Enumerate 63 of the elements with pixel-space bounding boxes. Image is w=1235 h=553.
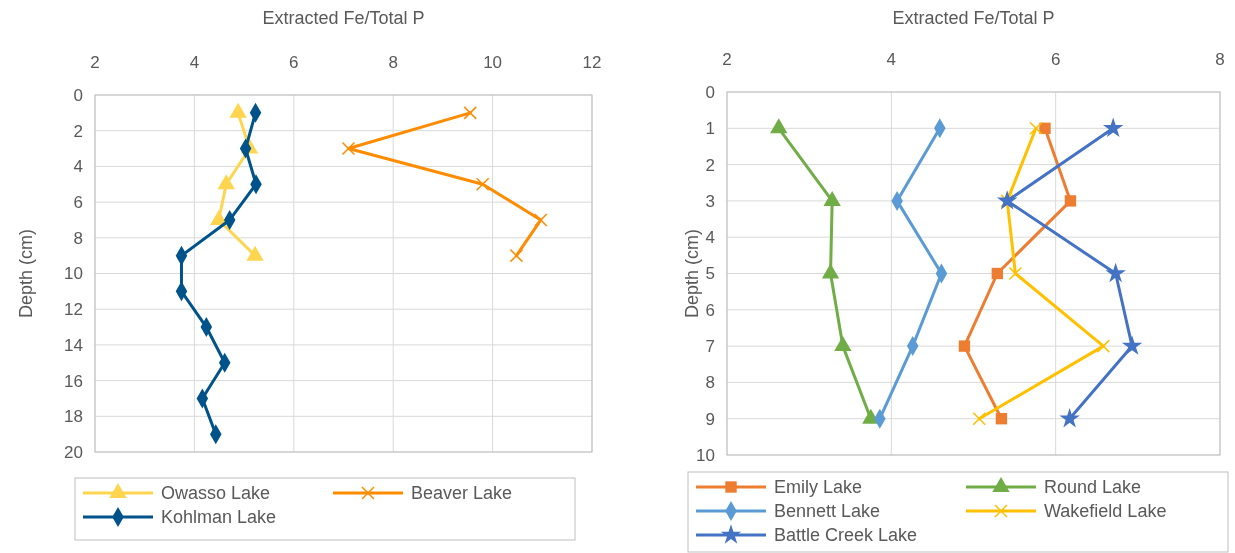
x-tick-label: 8 — [1215, 50, 1225, 69]
x-tick-label: 2 — [90, 53, 100, 72]
x-tick-label: 4 — [189, 53, 200, 72]
y-tick-label: 7 — [705, 337, 715, 357]
point — [1008, 266, 1023, 281]
y-tick-label: 14 — [64, 335, 83, 355]
y-tick-label: 0 — [705, 82, 715, 102]
y-tick-label: 8 — [705, 373, 715, 393]
y-tick-label: 6 — [73, 193, 83, 213]
point — [1029, 121, 1043, 136]
y-tick-label: 16 — [64, 371, 83, 391]
x-tick-label: 2 — [722, 50, 732, 69]
point — [991, 267, 1004, 280]
legend-label: Kohlman Lake — [161, 507, 277, 528]
y-tick-label: 6 — [705, 300, 715, 320]
point — [475, 177, 490, 191]
y-tick-label: 9 — [705, 409, 715, 429]
legend-label: Owasso Lake — [161, 483, 271, 504]
x-tick-label: 10 — [483, 53, 503, 72]
point — [1096, 339, 1111, 353]
point — [1121, 335, 1143, 355]
legend-label: Battle Creek Lake — [774, 525, 918, 546]
y-tick-label: 4 — [705, 228, 715, 248]
x-tick-label: 8 — [388, 53, 398, 72]
x-tick-label: 12 — [582, 53, 602, 72]
y-tick-label: 10 — [696, 445, 715, 465]
point — [534, 213, 548, 227]
y-tick-label: 20 — [64, 442, 83, 462]
x-tick-label: 6 — [289, 53, 299, 72]
y-tick-label: 8 — [73, 228, 83, 248]
point — [463, 106, 477, 120]
point — [972, 411, 986, 426]
y-tick-label: 2 — [73, 121, 83, 141]
point — [341, 141, 356, 156]
point — [1039, 122, 1051, 134]
y-tick-label: 2 — [705, 155, 715, 175]
point — [1102, 117, 1124, 137]
legend-label: Wakefield Lake — [1044, 501, 1167, 522]
legend-label: Bennett Lake — [774, 501, 881, 522]
y-tick-label: 5 — [705, 264, 715, 284]
y-tick-label: 0 — [73, 85, 83, 105]
legend-label: Beaver Lake — [411, 483, 513, 504]
legend-label: Round Lake — [1044, 477, 1142, 498]
point — [958, 340, 971, 352]
y-tick-label: 12 — [64, 300, 83, 320]
point — [1064, 195, 1077, 207]
x-tick-label: 6 — [1050, 50, 1061, 69]
y-axis-title: Depth (cm) — [16, 228, 37, 319]
point — [834, 336, 852, 352]
y-tick-label: 10 — [64, 264, 83, 284]
x-axis-title: Extracted Fe/Total P — [262, 8, 425, 28]
y-tick-label: 4 — [73, 157, 83, 177]
point — [995, 413, 1008, 425]
y-axis-title: Depth (cm) — [682, 228, 703, 319]
point — [1059, 407, 1080, 428]
x-axis-title: Extracted Fe/Total P — [892, 8, 1055, 28]
y-tick-label: 18 — [64, 407, 83, 427]
y-tick-label: 1 — [705, 119, 715, 139]
point — [509, 248, 524, 263]
point — [1105, 262, 1126, 283]
x-tick-label: 4 — [886, 50, 897, 69]
y-tick-label: 3 — [705, 191, 715, 211]
legend-label: Emily Lake — [774, 477, 863, 498]
